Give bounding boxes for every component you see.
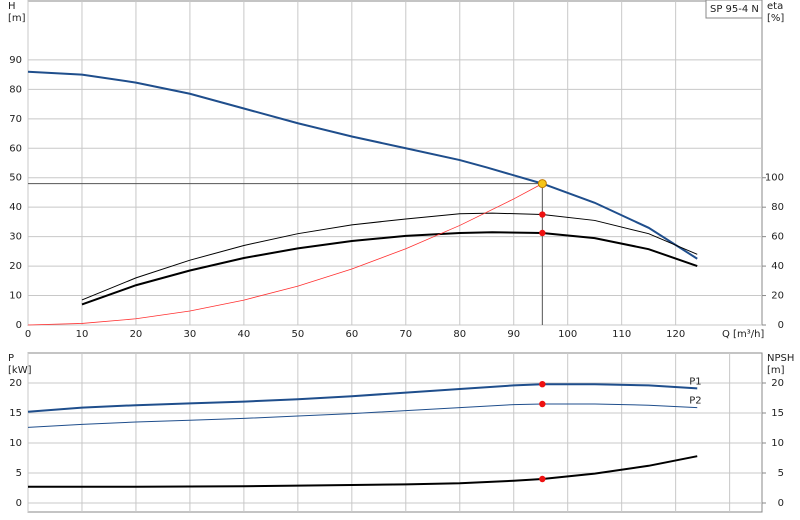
x-tick-label: 30 [184,329,197,340]
point-marker [539,211,546,218]
y2-axis-unit: [m] [767,365,785,376]
y-axis-label: H [8,1,16,12]
x-tick-label: 70 [399,329,412,340]
y2-axis-label: eta [767,1,783,12]
series-label: P2 [689,396,701,407]
y2-tick-label: 0 [778,498,784,509]
x-tick-label: 10 [76,329,89,340]
y-tick-label: 0 [16,498,22,509]
y2-tick-label: 0 [778,320,784,331]
series-line [27,70,698,260]
y-axis-label: P [8,353,14,364]
y2-tick-label: 15 [771,408,784,419]
x-tick-label: 110 [612,329,631,340]
x-tick-label: 90 [507,329,520,340]
y-tick-label: 20 [9,261,22,272]
point-marker [539,229,546,237]
y-tick-label: 20 [9,378,22,389]
y-tick-label: 90 [9,55,22,66]
y-tick-label: 50 [9,173,22,184]
y2-tick-label: 100 [765,173,784,184]
x-tick-label: 60 [345,329,358,340]
y2-tick-label: 20 [771,378,784,389]
series-line [27,403,698,428]
y-tick-label: 80 [9,84,22,95]
x-tick-label: 20 [130,329,143,340]
point-marker [537,179,547,189]
series-line [28,455,698,488]
y2-tick-label: 80 [771,202,784,213]
chart-title: SP 95-4 N [710,4,759,15]
y-axis-unit: [kW] [8,365,32,376]
y-tick-label: 15 [9,408,22,419]
point-marker [539,400,546,408]
y2-axis-label: NPSH [767,353,794,364]
y-tick-label: 40 [9,202,22,213]
y2-tick-label: 40 [771,261,784,272]
y2-tick-label: 10 [771,438,784,449]
point-marker [539,381,546,388]
x-tick-label: 120 [666,329,685,340]
legend-box [705,0,763,19]
y-tick-label: 0 [16,320,22,331]
point-marker [539,475,546,483]
x-tick-label: 50 [291,329,304,340]
series-line [81,212,698,301]
y-tick-label: 10 [9,291,22,302]
x-tick-label: 80 [453,329,466,340]
series-line [27,383,698,413]
y-tick-label: 70 [9,114,22,125]
y-tick-label: 30 [9,232,22,243]
y2-tick-label: 60 [771,232,784,243]
y2-tick-label: 5 [778,468,784,479]
x-tick-label: 100 [558,329,577,340]
series-line [27,183,543,326]
y2-tick-label: 20 [771,291,784,302]
y2-axis-unit: [%] [767,13,784,24]
y-tick-label: 10 [9,438,22,449]
plot-area [27,0,763,326]
y-tick-label: 5 [16,468,22,479]
y-axis-unit: [m] [8,13,26,24]
x-axis-label: Q [m³/h] [722,329,764,340]
x-tick-label: 0 [25,329,31,340]
x-tick-label: 40 [238,329,251,340]
series-line [81,231,698,306]
plot-area [27,352,763,513]
y-tick-label: 60 [9,143,22,154]
series-label: P1 [689,376,701,387]
